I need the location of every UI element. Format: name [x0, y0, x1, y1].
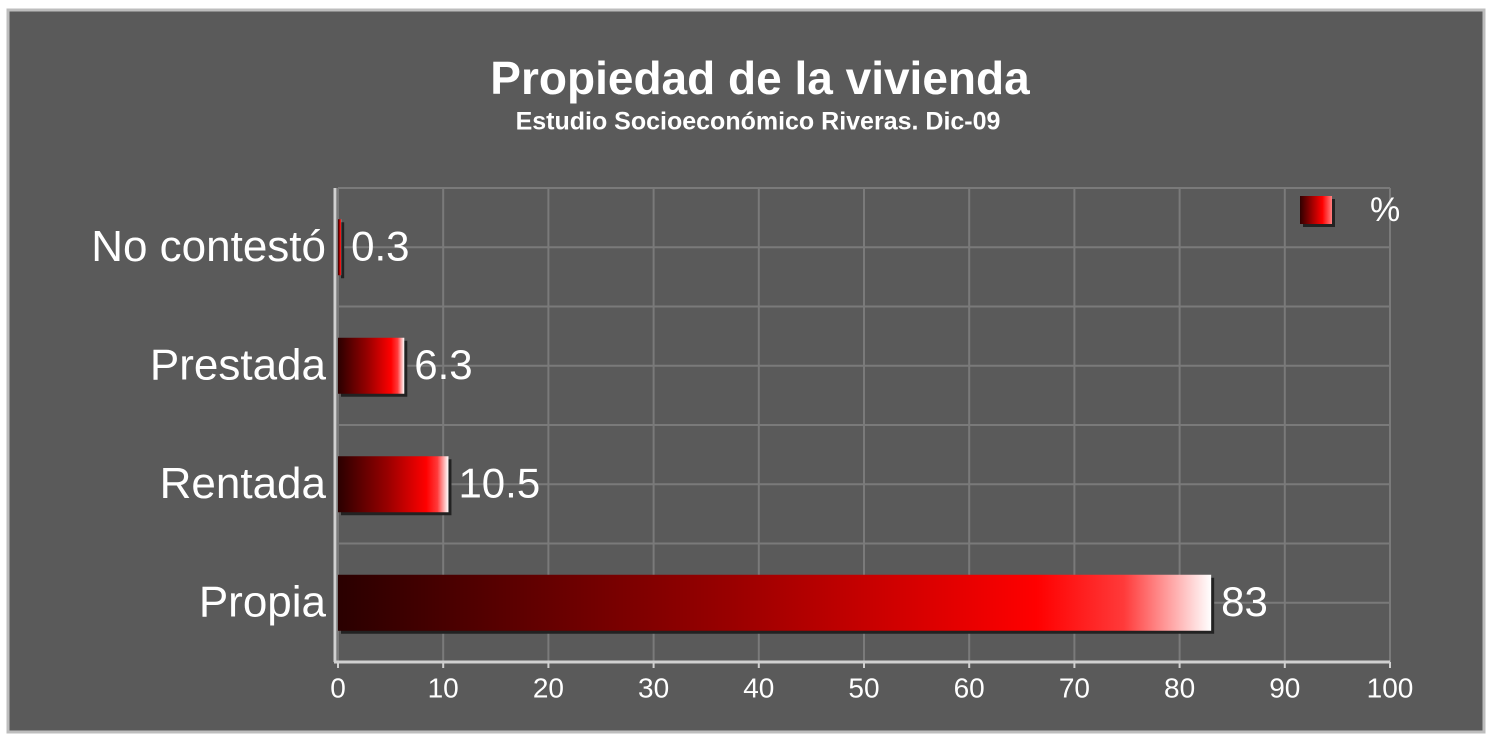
data-label: 0.3	[351, 222, 409, 269]
bar	[338, 574, 1212, 631]
x-tick-label: 20	[533, 672, 564, 703]
chart-subtitle: Estudio Socioeconómico Riveras. Dic-09	[516, 108, 1001, 136]
x-tick-label: 90	[1269, 672, 1300, 703]
bar	[338, 456, 449, 513]
x-tick-label: 100	[1367, 672, 1414, 703]
legend-label: %	[1370, 191, 1400, 229]
y-tick-label: Propia	[199, 577, 327, 626]
y-tick-label: No contestó	[91, 222, 326, 271]
x-tick-label: 70	[1059, 672, 1090, 703]
y-tick-label: Rentada	[160, 459, 327, 508]
x-tick-label: 0	[330, 672, 346, 703]
bar	[338, 219, 342, 276]
legend-swatch	[1300, 196, 1332, 224]
bar	[338, 337, 405, 394]
data-label: 6.3	[414, 341, 472, 388]
y-tick-label: Prestada	[150, 340, 327, 389]
data-label: 83	[1221, 578, 1268, 625]
x-tick-label: 80	[1164, 672, 1195, 703]
x-tick-label: 50	[848, 672, 879, 703]
x-tick-label: 40	[743, 672, 774, 703]
x-tick-label: 60	[954, 672, 985, 703]
x-tick-label: 10	[428, 672, 459, 703]
x-tick-label: 30	[638, 672, 669, 703]
data-label: 10.5	[458, 459, 540, 506]
bar-shadow	[341, 222, 345, 279]
chart-title: Propiedad de la vivienda	[490, 52, 1030, 104]
